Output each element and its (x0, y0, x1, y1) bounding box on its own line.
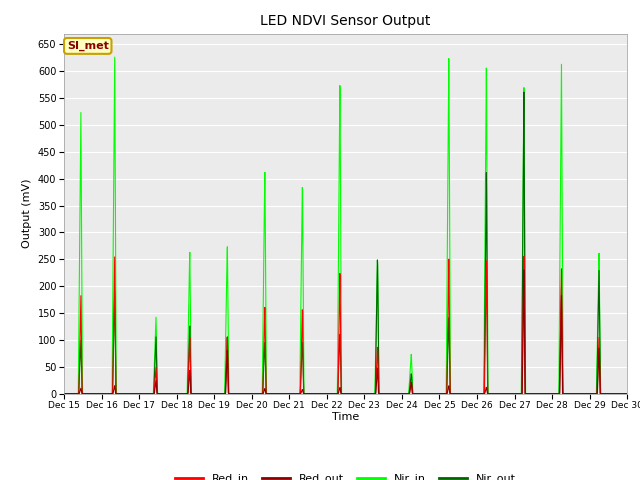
Red_out (301, 391, 308, 396)
Line: Nir_out: Nir_out (64, 92, 627, 394)
Nir_in (276, 391, 284, 396)
Red_in (158, 391, 166, 396)
Red_out (158, 391, 166, 396)
Nir_in (60, 391, 68, 396)
Nir_in (158, 391, 166, 396)
Red_in (623, 391, 631, 396)
X-axis label: Time: Time (332, 412, 359, 421)
Red_out (612, 391, 620, 396)
Line: Red_in: Red_in (64, 256, 627, 394)
Nir_in (612, 391, 620, 396)
Nir_out (60, 391, 68, 396)
Nir_out (552, 391, 559, 396)
Red_in (520, 253, 528, 259)
Red_in (612, 391, 620, 396)
Nir_in (552, 391, 559, 396)
Red_out (520, 267, 528, 273)
Red_out (124, 391, 132, 396)
Nir_out (124, 391, 132, 396)
Line: Red_out: Red_out (64, 270, 627, 394)
Nir_in (623, 391, 631, 396)
Nir_in (111, 54, 118, 60)
Text: SI_met: SI_met (67, 41, 109, 51)
Legend: Red_in, Red_out, Nir_in, Nir_out: Red_in, Red_out, Nir_in, Nir_out (171, 469, 520, 480)
Nir_out (276, 391, 284, 396)
Red_in (301, 391, 308, 396)
Red_out (552, 391, 559, 396)
Nir_out (623, 391, 631, 396)
Nir_out (520, 89, 528, 95)
Red_out (60, 391, 68, 396)
Red_in (124, 391, 132, 396)
Nir_in (125, 391, 132, 396)
Nir_in (301, 391, 308, 396)
Red_out (623, 391, 631, 396)
Nir_out (158, 391, 166, 396)
Title: LED NDVI Sensor Output: LED NDVI Sensor Output (260, 14, 431, 28)
Line: Nir_in: Nir_in (64, 57, 627, 394)
Nir_out (612, 391, 620, 396)
Red_in (60, 391, 68, 396)
Nir_out (301, 391, 308, 396)
Red_out (276, 391, 284, 396)
Red_in (276, 391, 284, 396)
Red_in (552, 391, 559, 396)
Y-axis label: Output (mV): Output (mV) (22, 179, 32, 248)
